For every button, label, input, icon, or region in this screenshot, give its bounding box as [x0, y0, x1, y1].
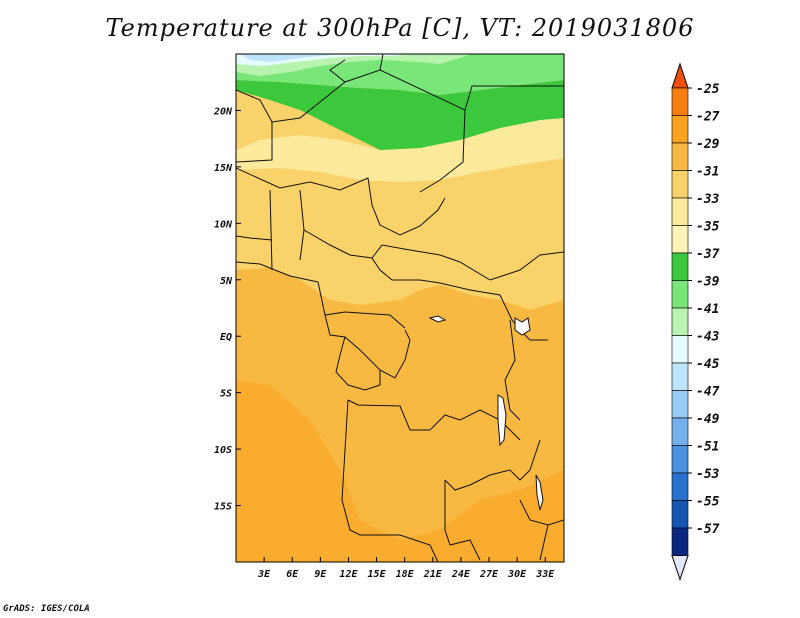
- colorbar-swatch: [671, 307, 689, 336]
- colorbar-label: -37: [696, 247, 720, 262]
- x-tick-label: 24E: [451, 569, 471, 580]
- y-tick-label: EQ: [220, 332, 232, 343]
- colorbar-label: -33: [696, 192, 720, 207]
- colorbar-label: -25: [696, 82, 720, 97]
- y-tick-label: 20N: [213, 106, 233, 117]
- colorbar-label: -43: [696, 330, 720, 345]
- map-area: [236, 54, 564, 562]
- field-band-35: [236, 118, 564, 182]
- colorbar-label: -57: [696, 522, 720, 537]
- x-tick-label: 21E: [423, 569, 443, 580]
- colorbar-swatch: [671, 500, 689, 529]
- chart-title: Temperature at 300hPa [C], VT: 201903180…: [105, 14, 695, 42]
- x-tick-label: 33E: [535, 569, 555, 580]
- x-axis: 3E 6E 9E 12E 15E 18E 21E 24E 27E 30E 33E: [257, 557, 555, 580]
- colorbar-swatch: [671, 280, 689, 309]
- field-band-warm-patch: [236, 380, 564, 562]
- colorbar-swatch: [671, 197, 689, 226]
- colorbar-swatch: [671, 362, 689, 391]
- colorbar-label: -39: [696, 275, 720, 290]
- x-tick-label: 3E: [257, 569, 271, 580]
- colorbar-swatch: [671, 445, 689, 474]
- colorbar-upper-arrow: [671, 62, 689, 89]
- colorbar-swatch: [671, 527, 689, 556]
- colorbar-swatch: [671, 252, 689, 281]
- colorbar-swatch: [671, 225, 689, 254]
- colorbar-label: -53: [696, 467, 720, 482]
- x-tick-label: 30E: [507, 569, 527, 580]
- y-tick-label: 15N: [214, 163, 233, 174]
- x-tick-label: 12E: [339, 569, 358, 580]
- water-bodies: [428, 315, 544, 511]
- x-tick-label: 18E: [396, 569, 415, 580]
- colorbar-swatch: [671, 335, 689, 364]
- field-band-37: [236, 80, 564, 150]
- credit-label: GrADS: IGES/COLA: [3, 604, 90, 614]
- colorbar-label: -47: [696, 385, 720, 400]
- x-tick-label: 9E: [314, 569, 327, 580]
- y-tick-label: 15S: [214, 502, 232, 513]
- colorbar-label: -41: [696, 302, 719, 317]
- colorbar-label: -29: [696, 137, 720, 152]
- colorbar-label: -35: [696, 220, 720, 235]
- colorbar-label: -31: [696, 165, 719, 180]
- country-borders: [236, 54, 564, 562]
- field-band-45: [240, 54, 340, 62]
- y-tick-label: 10N: [214, 219, 233, 230]
- colorbar-swatch: [671, 142, 689, 171]
- colorbar-swatch: [671, 170, 689, 199]
- x-tick-label: 15E: [368, 569, 387, 580]
- colorbar-swatch: [671, 115, 689, 144]
- x-tick-label: 27E: [479, 569, 499, 580]
- colorbar-label: -45: [696, 357, 720, 372]
- colorbar-legend: -25 -27 -29 -31 -33 -35 -37 -39 -41 -43 -45 -47 -49 -…: [671, 62, 720, 582]
- colorbar-swatch: [671, 87, 689, 116]
- y-axis: 20N 15N 10N 5N EQ 5S 10S 15S: [213, 106, 241, 513]
- colorbar-swatch: [671, 390, 689, 419]
- x-tick-label: 6E: [286, 569, 299, 580]
- colorbar-label: -49: [696, 412, 720, 427]
- map-frame: [235, 53, 565, 563]
- colorbar-swatch: [671, 417, 689, 446]
- colorbar-swatch: [671, 472, 689, 501]
- colorbar-label: -27: [696, 110, 720, 125]
- colorbar-label: -55: [696, 495, 720, 510]
- colorbar-lower-arrow: [671, 555, 689, 582]
- y-tick-label: 5S: [220, 389, 232, 400]
- colorbar-label: -51: [696, 440, 719, 455]
- y-tick-label: 5N: [220, 276, 233, 287]
- y-tick-label: 10S: [214, 445, 232, 456]
